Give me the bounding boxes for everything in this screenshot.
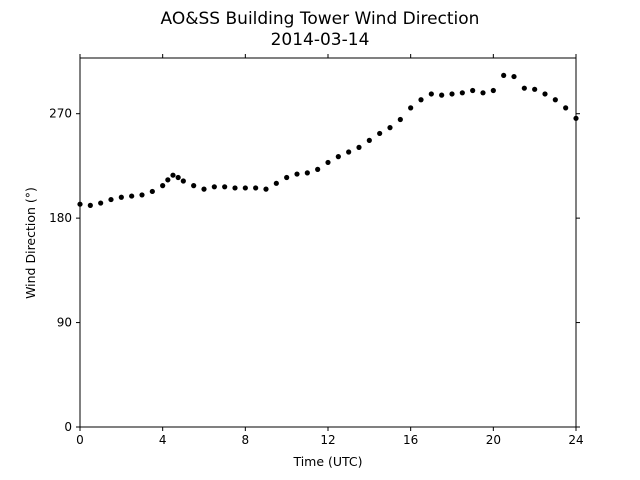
- data-point: [346, 149, 352, 155]
- y-tick-label: 270: [49, 107, 72, 121]
- data-point: [325, 159, 331, 166]
- data-point: [170, 172, 176, 178]
- x-tick-label: 24: [568, 433, 583, 447]
- data-point: [98, 200, 104, 206]
- data-point: [160, 183, 166, 189]
- data-point: [180, 178, 186, 184]
- data-point: [284, 174, 290, 181]
- data-point: [387, 125, 393, 131]
- x-axis-label: Time (UTC): [292, 454, 362, 469]
- data-point: [470, 87, 476, 94]
- data-point: [335, 154, 341, 160]
- data-point: [480, 90, 486, 96]
- x-tick-label: 20: [486, 433, 501, 447]
- data-points: [77, 72, 579, 208]
- data-point: [263, 186, 269, 192]
- data-point: [175, 174, 181, 181]
- data-point: [418, 97, 424, 103]
- data-point: [201, 186, 207, 192]
- data-point: [165, 177, 171, 183]
- data-point: [191, 183, 197, 189]
- data-point: [149, 188, 155, 195]
- data-point: [294, 171, 300, 177]
- data-point: [273, 180, 279, 186]
- x-tick-label: 8: [242, 433, 250, 447]
- y-axis-label: Wind Direction (°): [23, 187, 38, 299]
- x-tick-label: 0: [76, 433, 84, 447]
- x-tick-label: 16: [403, 433, 418, 447]
- data-point: [511, 73, 517, 80]
- data-point: [139, 192, 145, 198]
- data-point: [356, 144, 362, 150]
- data-point: [242, 185, 248, 191]
- data-point: [439, 92, 445, 98]
- data-point: [408, 105, 414, 111]
- data-point: [428, 91, 434, 97]
- axis-ticks: 0 4 8 12 16 20 24 0 90 180 270: [49, 54, 584, 447]
- data-point: [552, 97, 558, 103]
- data-point: [521, 85, 527, 91]
- data-point: [304, 170, 310, 176]
- plot-frame: [79, 57, 577, 428]
- data-point: [397, 116, 403, 123]
- chart-subtitle: 2014-03-14: [271, 30, 370, 50]
- data-point: [532, 86, 538, 92]
- data-point: [232, 185, 238, 191]
- data-point: [118, 194, 124, 200]
- y-tick-label: 180: [49, 211, 72, 225]
- data-point: [87, 202, 93, 208]
- data-point: [253, 185, 259, 191]
- y-tick-label: 0: [64, 420, 72, 434]
- data-point: [542, 91, 548, 97]
- data-point: [222, 184, 228, 190]
- y-tick-label: 90: [57, 316, 72, 330]
- data-point: [366, 137, 372, 143]
- data-point: [129, 193, 135, 199]
- data-point: [501, 72, 507, 79]
- data-point: [377, 130, 383, 137]
- data-point: [563, 105, 569, 111]
- data-point: [459, 90, 465, 96]
- chart-title: AO&SS Building Tower Wind Direction: [161, 9, 480, 29]
- data-point: [490, 87, 496, 94]
- x-tick-label: 12: [320, 433, 335, 447]
- data-point: [449, 91, 455, 97]
- data-point: [108, 196, 114, 203]
- data-point: [211, 184, 217, 190]
- data-point: [315, 166, 321, 172]
- x-tick-label: 4: [159, 433, 167, 447]
